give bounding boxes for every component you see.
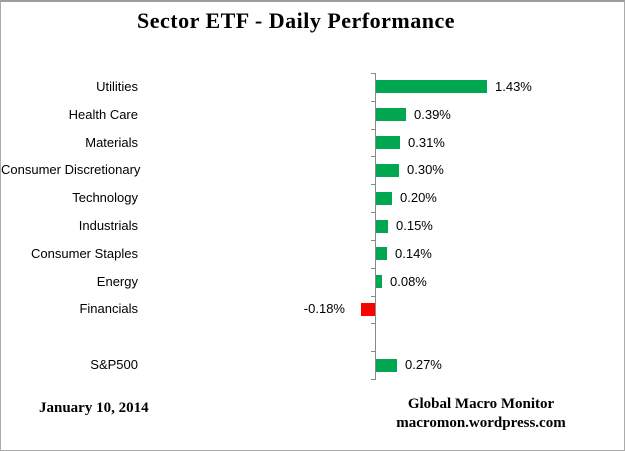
category-label: Energy — [96, 274, 138, 289]
axis-tick — [371, 268, 376, 269]
category-label: S&P500 — [90, 357, 138, 372]
category-label: Technology — [72, 190, 138, 205]
zero-axis-line — [375, 73, 376, 379]
category-label: Utilities — [96, 79, 138, 94]
positive-bar — [376, 247, 387, 260]
value-label: 1.43% — [495, 79, 532, 94]
axis-tick — [371, 379, 376, 380]
axis-tick — [371, 129, 376, 130]
positive-bar — [376, 192, 392, 205]
positive-bar — [376, 275, 382, 288]
footer-source-url: macromon.wordpress.com — [396, 415, 566, 431]
value-label: 0.08% — [390, 274, 427, 289]
positive-bar — [376, 359, 397, 372]
value-label: 0.31% — [408, 135, 445, 150]
category-label: Financials — [79, 301, 138, 316]
axis-tick — [371, 101, 376, 102]
value-label: 0.27% — [405, 357, 442, 372]
positive-bar — [376, 108, 406, 121]
footer-source: Global Macro Monitor macromon.wordpress.… — [351, 395, 611, 433]
positive-bar — [376, 80, 487, 93]
category-label: Consumer Staples — [31, 246, 138, 261]
value-label: 0.15% — [396, 218, 433, 233]
value-label: 0.39% — [414, 107, 451, 122]
positive-bar — [376, 136, 400, 149]
category-label: Materials — [85, 135, 138, 150]
footer-date: January 10, 2014 — [39, 400, 149, 416]
value-label: 0.20% — [400, 190, 437, 205]
axis-tick — [371, 240, 376, 241]
footer-source-name: Global Macro Monitor — [407, 396, 555, 412]
axis-tick — [371, 296, 376, 297]
negative-bar — [361, 303, 375, 316]
axis-tick — [371, 73, 376, 74]
chart-title: Sector ETF - Daily Performance — [136, 8, 455, 33]
axis-tick — [371, 323, 376, 324]
axis-tick — [371, 156, 376, 157]
category-label: Industrials — [78, 218, 138, 233]
positive-bar — [376, 164, 399, 177]
value-label: -0.18% — [303, 301, 345, 316]
value-label: 0.30% — [407, 162, 444, 177]
positive-bar — [376, 220, 388, 233]
axis-tick — [371, 351, 376, 352]
axis-tick — [371, 184, 376, 185]
axis-tick — [371, 212, 376, 213]
category-label: Health Care — [68, 107, 138, 122]
category-label: Consumer Discretionary — [1, 162, 141, 177]
value-label: 0.14% — [395, 246, 432, 261]
